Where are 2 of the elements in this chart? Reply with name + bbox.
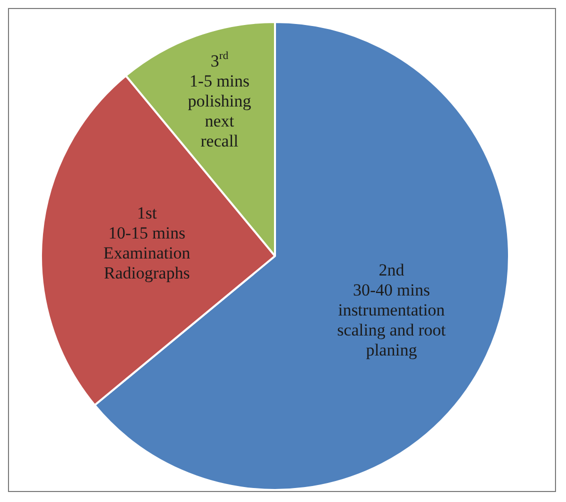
slice-label: 2nd 30-40 mins instrumentation scaling and root planing xyxy=(337,260,446,360)
slice-label: 1st 10-15 mins Examination Radiographs xyxy=(103,203,191,282)
